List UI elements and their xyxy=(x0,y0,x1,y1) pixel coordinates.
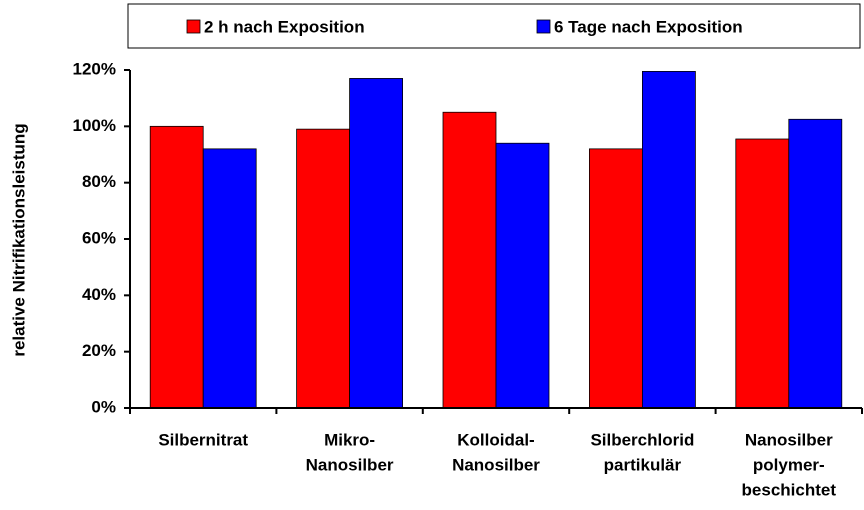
bar xyxy=(442,111,497,409)
bar xyxy=(589,148,643,409)
x-tick-label: beschichtet xyxy=(742,480,837,499)
y-tick-label: 80% xyxy=(82,172,116,191)
x-tick-label: Nanosilber xyxy=(306,455,394,474)
x-tick-label: Nanosilber xyxy=(745,430,833,449)
x-tick-label: Kolloidal- xyxy=(457,430,534,449)
bar xyxy=(349,78,403,409)
x-tick-label: polymer- xyxy=(753,455,825,474)
bar xyxy=(202,148,257,409)
y-tick-label: 0% xyxy=(91,397,116,416)
y-tick-label: 100% xyxy=(73,116,116,135)
y-tick-label: 40% xyxy=(82,285,116,304)
legend-label: 6 Tage nach Exposition xyxy=(554,17,743,36)
x-tick-label: Mikro- xyxy=(324,430,375,449)
bar xyxy=(735,138,790,409)
legend-box xyxy=(127,3,861,49)
y-tick-label: 20% xyxy=(82,341,116,360)
bar xyxy=(149,125,204,409)
bar xyxy=(642,71,696,409)
bar xyxy=(495,142,550,409)
x-tick-label: Silbernitrat xyxy=(158,430,248,449)
legend-label: 2 h nach Exposition xyxy=(204,17,365,36)
x-tick-label: partikulär xyxy=(604,455,682,474)
y-tick-label: 120% xyxy=(73,59,116,78)
x-tick-label: Silberchlorid xyxy=(590,430,694,449)
bar xyxy=(788,118,843,409)
y-tick-label: 60% xyxy=(82,228,116,247)
legend-swatch xyxy=(186,19,201,34)
bar xyxy=(296,128,351,409)
x-tick-label: Nanosilber xyxy=(452,455,540,474)
y-axis-label: relative Nitrifikationsleistung xyxy=(9,123,28,356)
legend-swatch xyxy=(536,19,551,34)
